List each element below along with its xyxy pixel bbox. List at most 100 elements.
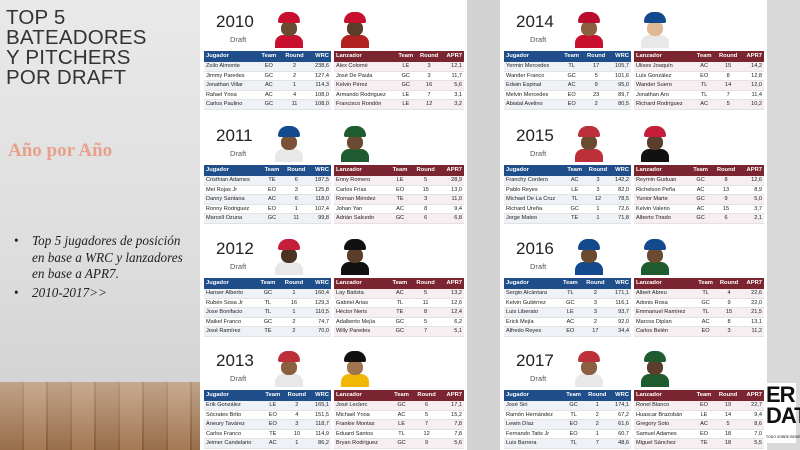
round-cell: 15 [716,307,742,318]
stat-cell: 21,5 [741,307,764,318]
column-header: APR7 [439,278,464,289]
column-header: Team [689,165,713,176]
player-name: Mel Rojas Jr [204,185,261,196]
column-header: Lanzador [634,278,695,289]
player-name: Gregory Soto [634,419,694,430]
draft-label: Draft [530,149,547,158]
stat-cell: 142,2 [610,176,631,186]
team-cell: GC [689,194,713,205]
round-cell: 18 [714,438,742,449]
column-header: Team [693,390,715,401]
team-cell: GC [694,298,717,309]
player-name: Ramón Hernández [504,410,563,421]
player-name: Cristhian Adames [204,176,261,186]
round-cell: 18 [714,429,742,440]
stat-cell: 8,6 [741,419,764,430]
round-cell: 6 [411,213,440,224]
stat-cell: 13,0 [439,185,464,196]
pitchers-table: Lanzador Team Round APR7 Alex Colomé LE 3 12,1 J… [334,51,464,110]
table-row: Ulises Joaquín AC 15 14,2 [634,62,764,72]
stat-cell: 22,6 [741,289,764,299]
team-cell: GC [558,298,582,309]
draft-year-block: 2014 Draft Jugador Team Round WRC Yermin Merce… [500,8,767,120]
team-cell: GC [388,317,412,328]
table-row: Edwin Espinal AC 9 95,0 [504,80,631,91]
stat-cell: 12,8 [741,71,764,82]
column-header: WRC [308,51,331,62]
column-header: Round [716,278,742,289]
pitchers-table: Lanzador Team Round APR7 Ronel Blanco EO 19 22,… [634,390,764,449]
column-header: Team [388,165,412,176]
table-header: Lanzador Team Round APR7 [634,390,764,401]
column-header: Round [279,278,309,289]
team-cell: EO [257,62,281,72]
team-cell: TL [694,289,717,299]
stat-cell: 13,2 [439,289,464,299]
player-name: Hanser Alberto [204,289,257,299]
team-cell: LE [390,419,413,430]
draft-year: 2010 [216,12,254,31]
round-cell: 1 [283,438,310,449]
table-row: José Leclerc GC 6 17,1 [334,401,464,411]
player-name: Michael De La Cruz [504,194,565,205]
table-row: Marcell Ozuna GC 11 99,8 [204,213,331,224]
batter-photo [274,349,304,387]
stat-cell: 151,5 [309,410,331,421]
column-header: Jugador [204,390,262,401]
wood-floor-image [0,382,200,450]
player-name: Alfredo Reyes [504,326,559,337]
column-header: APR7 [441,51,464,62]
player-name: Ronel Blanco [634,401,694,411]
draft-year: 2014 [516,12,554,31]
main-title: TOP 5 BATEADORES Y PITCHERS POR DRAFT [6,7,196,88]
table-header: Lanzador Team Round APR7 [334,278,464,289]
team-cell: AC [689,185,713,196]
batters-table: Jugador Team Round WRC Franchy Cordero AC 3 142… [504,165,631,224]
stat-cell: 12,6 [439,298,464,309]
round-cell: 9 [412,438,441,449]
column-header: Team [562,390,585,401]
team-cell: GC [689,213,713,224]
table-row: José De Paula GC 3 11,7 [334,71,464,82]
team-cell: TL [256,298,280,309]
stat-cell: 165,1 [309,401,331,411]
table-header: Jugador Team Round WRC [504,51,631,62]
batter-photo [574,124,604,162]
pitcher-photo [340,237,370,275]
player-name: Carlos Frías [334,185,389,196]
batters-table: Jugador Team Round WRC José Siri GC 1 174,1 Ramó… [504,390,631,449]
table-row: Mel Rojas Jr EO 3 125,8 [204,185,331,196]
column-header: Round [411,278,440,289]
round-cell: 3 [416,62,442,72]
player-name: Abiatal Avelino [504,99,561,110]
stat-cell: 5,6 [441,80,464,91]
round-cell: 3 [585,185,611,196]
stat-cell: 114,9 [309,429,331,440]
player-name: Kelvin Gutiérrez [504,298,559,309]
player-name: José Siri [504,401,563,411]
stat-cell: 187,5 [309,176,331,186]
stat-cell: 89,7 [609,90,631,101]
draft-year: 2017 [516,351,554,370]
table-row: José Ramírez TE 2 70,0 [204,326,331,337]
column-header: Lanzador [334,390,391,401]
player-name: Marcell Ozuna [204,213,261,224]
round-cell: 2 [584,419,611,430]
player-name: Jorge Mateo [504,213,565,224]
draft-panel-left: 2010 Draft Jugador Team Round WRC Zoilo Almont… [200,0,467,450]
batter-photo [574,237,604,275]
player-name: Adrián Salcedo [334,213,389,224]
table-row: Enny Romero LE 5 28,9 [334,176,464,186]
player-name: Reymin Guduan [634,176,689,186]
team-cell: TL [562,410,585,421]
column-header: Jugador [504,390,563,401]
table-row: Danny Santana AC 6 118,0 [204,194,331,205]
stat-cell: 11,0 [439,194,464,205]
player-name: Armando Rodriguez [334,90,396,101]
team-cell: TL [564,194,586,205]
player-name: Jonathan Villar [204,80,258,91]
player-name: Pablo Reyes [504,185,565,196]
stat-cell: 6,8 [439,213,464,224]
column-header: APR7 [741,390,764,401]
batters-table: Jugador Team Round WRC Erik González LE 2 165,1… [204,390,331,449]
